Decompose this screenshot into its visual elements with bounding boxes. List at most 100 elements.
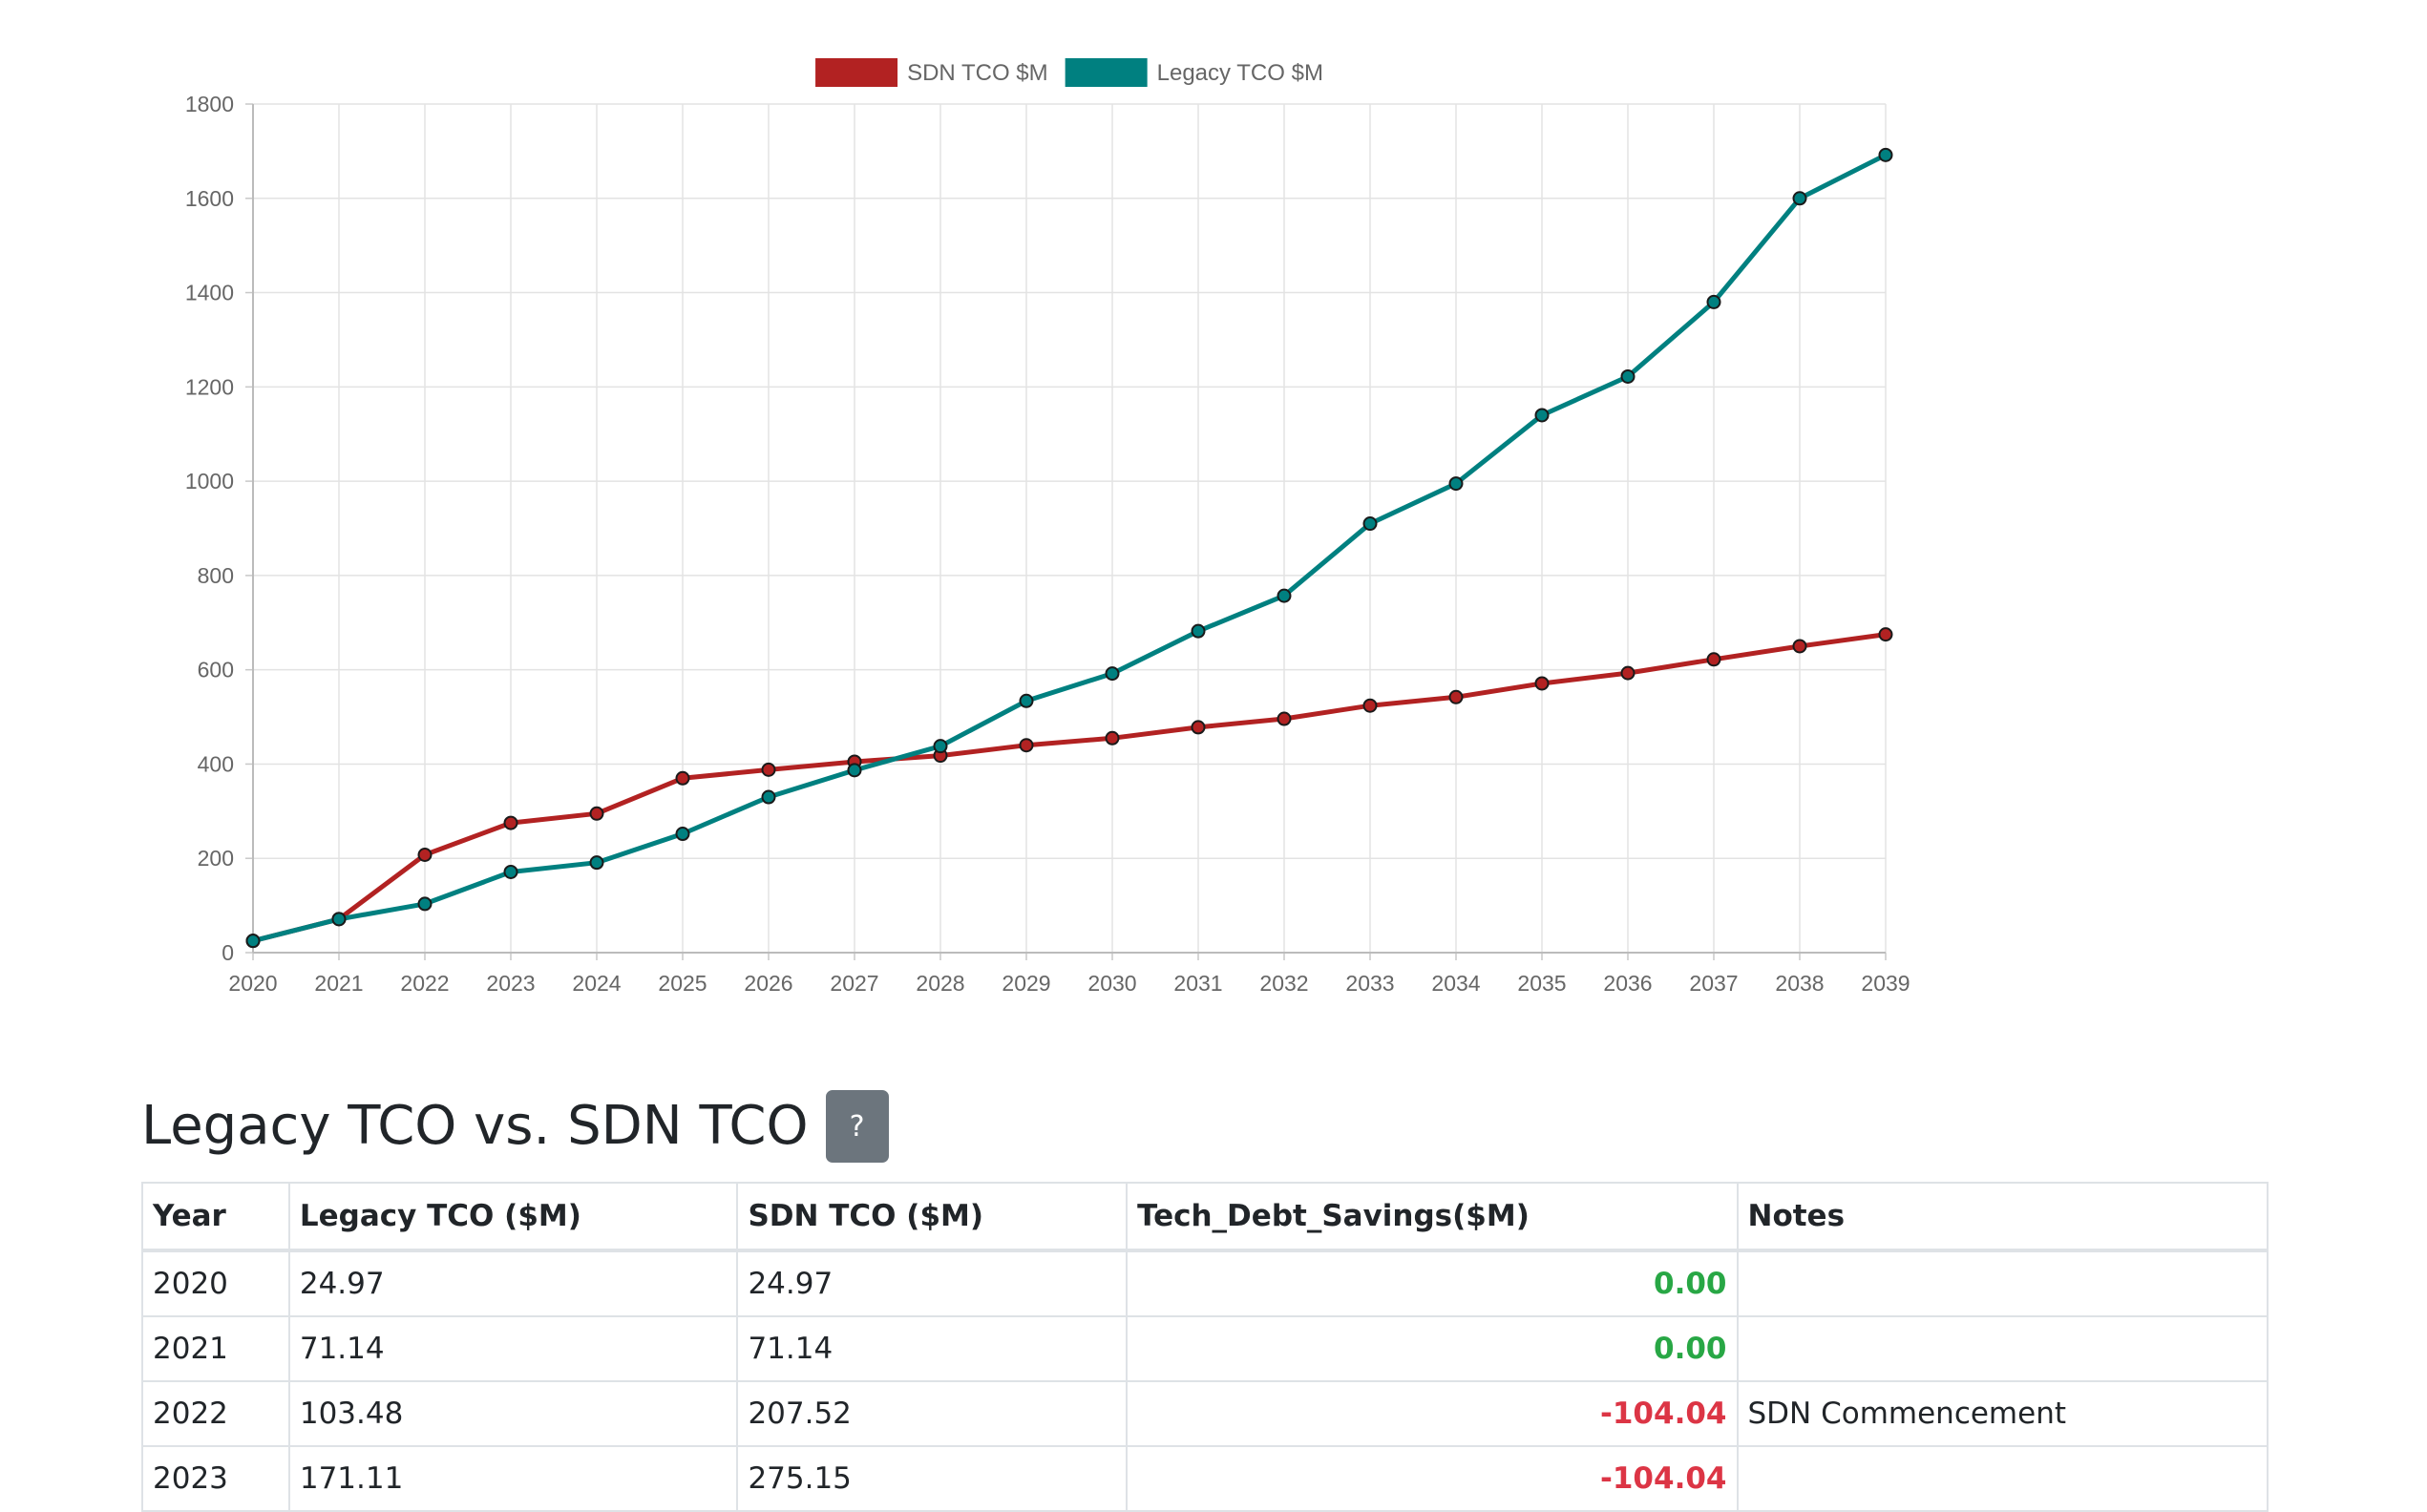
legend-item[interactable]: SDN TCO $M	[815, 58, 1048, 87]
tco-line-chart: 0 200 400 600 800 1000 1200 1400 1600 1800 2020 202…	[185, 58, 1910, 996]
section-title: Legacy TCO vs. SDN TCO	[141, 1095, 809, 1157]
y-tick-label: 1200	[185, 374, 234, 399]
cell-savings: 0.00	[1126, 1250, 1739, 1317]
chart-svg: 0 200 400 600 800 1000 1200 1400 1600 1800 2020 202…	[185, 58, 1910, 996]
cell-year: 2021	[141, 1315, 290, 1382]
legend-swatch	[815, 58, 898, 87]
y-tick-label: 0	[222, 940, 234, 965]
table-row: 2020 24.97 24.97 0.00	[141, 1250, 2269, 1317]
cell-sdn-tco: 207.52	[736, 1380, 1129, 1447]
x-tick-label: 2029	[1002, 971, 1050, 996]
x-tick-label: 2025	[658, 971, 707, 996]
x-tick-label: 2036	[1603, 971, 1652, 996]
chart-legend[interactable]: SDN TCO $M Legacy TCO $M	[815, 58, 1323, 87]
data-point[interactable]	[933, 739, 948, 754]
data-point[interactable]	[417, 896, 433, 912]
cell-notes	[1736, 1315, 2269, 1382]
series-0	[245, 627, 1893, 949]
x-tick-label: 2026	[744, 971, 792, 996]
x-tick-label: 2032	[1259, 971, 1308, 996]
data-point[interactable]	[1362, 516, 1378, 532]
data-point[interactable]	[1878, 147, 1893, 162]
section-header: Legacy TCO vs. SDN TCO ?	[141, 1088, 889, 1165]
cell-year: 2023	[141, 1445, 290, 1512]
header-year: Year	[141, 1182, 290, 1252]
cell-savings: -104.04	[1126, 1380, 1739, 1447]
cell-legacy-tco: 103.48	[287, 1380, 739, 1447]
data-point[interactable]	[417, 848, 433, 863]
data-point[interactable]	[503, 815, 518, 830]
data-point[interactable]	[1448, 689, 1464, 704]
series-line	[252, 153, 1888, 944]
data-point[interactable]	[589, 855, 604, 871]
y-tick-label: 200	[198, 846, 234, 871]
header-sdn-tco: SDN TCO ($M)	[736, 1182, 1129, 1252]
data-point[interactable]	[1706, 652, 1721, 667]
cell-notes	[1736, 1250, 2269, 1317]
legend-label: SDN TCO $M	[907, 60, 1048, 86]
y-tick-label: 1600	[185, 186, 234, 211]
cell-savings: 0.00	[1126, 1315, 1739, 1382]
table-header-row: Year Legacy TCO ($M) SDN TCO ($M) Tech_D…	[141, 1182, 2269, 1252]
data-point[interactable]	[1019, 693, 1034, 708]
series-1	[245, 147, 1893, 949]
legend-item[interactable]: Legacy TCO $M	[1065, 58, 1323, 87]
data-point[interactable]	[1534, 408, 1550, 423]
data-point[interactable]	[503, 864, 518, 879]
data-point[interactable]	[1362, 698, 1378, 713]
x-tick-label: 2023	[486, 971, 535, 996]
data-point[interactable]	[761, 762, 776, 777]
data-point[interactable]	[1277, 588, 1292, 603]
cell-savings: -104.04	[1126, 1445, 1739, 1512]
data-point[interactable]	[589, 806, 604, 821]
data-point[interactable]	[1105, 666, 1120, 682]
data-point[interactable]	[1620, 368, 1636, 384]
header-notes: Notes	[1736, 1182, 2269, 1252]
data-point[interactable]	[1019, 738, 1034, 753]
data-point[interactable]	[847, 763, 862, 778]
data-point[interactable]	[1706, 294, 1721, 309]
x-tick-label: 2022	[400, 971, 449, 996]
table-row: 2021 71.14 71.14 0.00	[141, 1315, 2269, 1382]
data-point[interactable]	[1620, 665, 1636, 681]
x-tick-label: 2027	[830, 971, 878, 996]
x-tick-label: 2039	[1861, 971, 1910, 996]
cell-sdn-tco: 71.14	[736, 1315, 1129, 1382]
table-row: 2023 171.11 275.15 -104.04	[141, 1445, 2269, 1512]
series-line	[252, 632, 1887, 944]
tco-table-container: Year Legacy TCO ($M) SDN TCO ($M) Tech_D…	[141, 1182, 2269, 1512]
data-point[interactable]	[1534, 676, 1550, 691]
header-tech-debt-savings: Tech_Debt_Savings($M)	[1126, 1182, 1739, 1252]
cell-legacy-tco: 171.11	[287, 1445, 739, 1512]
tco-table: Year Legacy TCO ($M) SDN TCO ($M) Tech_D…	[141, 1182, 2269, 1512]
y-tick-label: 1400	[185, 281, 234, 305]
data-point[interactable]	[1191, 720, 1206, 735]
x-tick-label: 2028	[916, 971, 964, 996]
x-tick-label: 2038	[1775, 971, 1824, 996]
data-point[interactable]	[675, 827, 690, 842]
cell-sdn-tco: 24.97	[736, 1250, 1129, 1317]
data-point[interactable]	[1878, 627, 1893, 642]
y-tick-label: 400	[198, 751, 234, 776]
data-point[interactable]	[1448, 476, 1464, 492]
x-tick-label: 2037	[1689, 971, 1738, 996]
legend-label: Legacy TCO $M	[1157, 60, 1323, 86]
data-point[interactable]	[1792, 639, 1807, 654]
data-point[interactable]	[1277, 711, 1292, 726]
y-tick-label: 1800	[185, 92, 234, 116]
x-tick-label: 2021	[314, 971, 363, 996]
data-point[interactable]	[675, 770, 690, 786]
data-point[interactable]	[1792, 191, 1807, 206]
axes: 0 200 400 600 800 1000 1200 1400 1600 1800 2020 202…	[185, 92, 1910, 996]
y-tick-label: 600	[198, 658, 234, 682]
help-button[interactable]: ?	[825, 1090, 889, 1163]
data-point[interactable]	[761, 789, 776, 805]
data-point[interactable]	[245, 934, 261, 949]
data-point[interactable]	[1105, 730, 1120, 746]
y-tick-label: 800	[198, 563, 234, 588]
grid-lines	[252, 103, 1887, 954]
cell-year: 2020	[141, 1250, 290, 1317]
data-point[interactable]	[331, 912, 347, 927]
cell-sdn-tco: 275.15	[736, 1445, 1129, 1512]
data-point[interactable]	[1191, 623, 1206, 639]
